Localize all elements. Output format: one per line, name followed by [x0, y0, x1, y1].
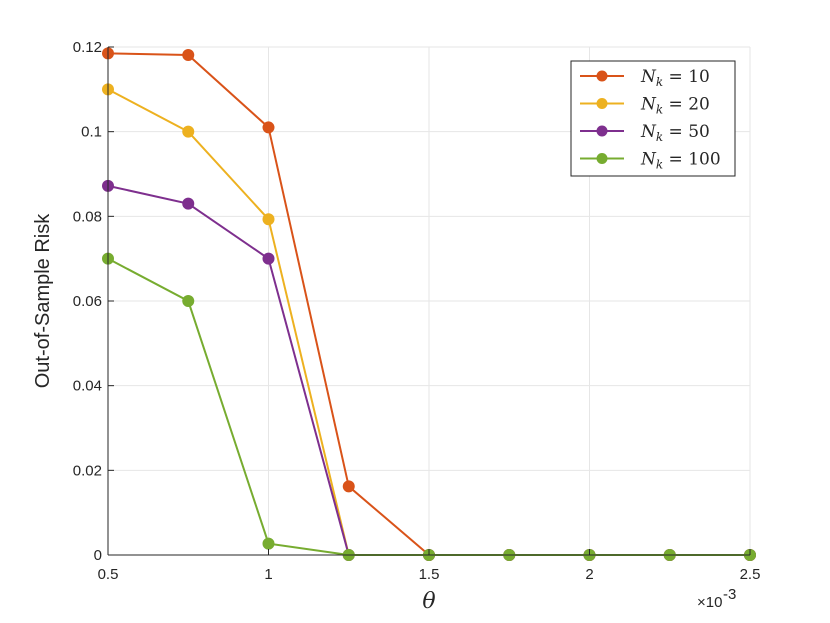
data-point — [262, 537, 275, 550]
y-tick-label: 0.1 — [81, 124, 102, 141]
y-tick-label: 0.06 — [73, 293, 102, 310]
legend-entry: Nk = 20 — [580, 95, 710, 117]
data-point — [182, 197, 195, 210]
x-tick-label: 1.5 — [419, 566, 440, 583]
legend-entry: Nk = 50 — [580, 122, 710, 144]
legend-marker — [596, 98, 608, 109]
axes — [107, 46, 751, 556]
tick-labels: 0.5 1 1.5 2 2.5 0 0.02 0.04 0.06 0.08 0.1 0.12 — [73, 39, 761, 583]
data-point — [342, 480, 355, 493]
legend-entry: Nk = 10 — [580, 67, 710, 89]
legend-marker — [596, 70, 608, 82]
legend: Nk = 10 Nk = 20 Nk = 50 Nk = 100 — [570, 60, 736, 177]
data-point — [182, 295, 195, 307]
y-axis-label: Out-of-Sample Risk — [32, 213, 54, 388]
x-tick-label: 2 — [585, 566, 593, 583]
x-axis-label: θ — [422, 589, 435, 614]
legend-label: Nk = 50 — [640, 122, 710, 144]
y-tick-label: 0.04 — [73, 378, 102, 395]
legend-entry: Nk = 100 — [580, 150, 721, 172]
y-tick-label: 0.12 — [73, 39, 102, 56]
data-point — [182, 49, 195, 62]
legend-label: Nk = 10 — [640, 67, 710, 89]
y-tick-label: 0.08 — [73, 208, 102, 225]
svg-text:×10: ×10 — [697, 594, 722, 611]
legend-label: Nk = 20 — [640, 95, 710, 117]
data-point — [262, 252, 275, 265]
data-point — [262, 121, 275, 134]
x-tick-label: 1 — [264, 566, 272, 583]
svg-text:-3: -3 — [723, 586, 736, 603]
legend-label: Nk = 100 — [640, 150, 721, 172]
legend-marker — [596, 153, 608, 164]
x-tick-label: 2.5 — [740, 566, 761, 583]
x-exponent-label: ×10 -3 — [697, 586, 736, 611]
y-tick-label: 0.02 — [73, 462, 102, 479]
legend-marker — [596, 125, 608, 137]
data-point — [262, 213, 275, 226]
x-tick-label: 0.5 — [98, 566, 119, 583]
data-point — [182, 125, 195, 138]
y-tick-label: 0 — [94, 547, 102, 564]
